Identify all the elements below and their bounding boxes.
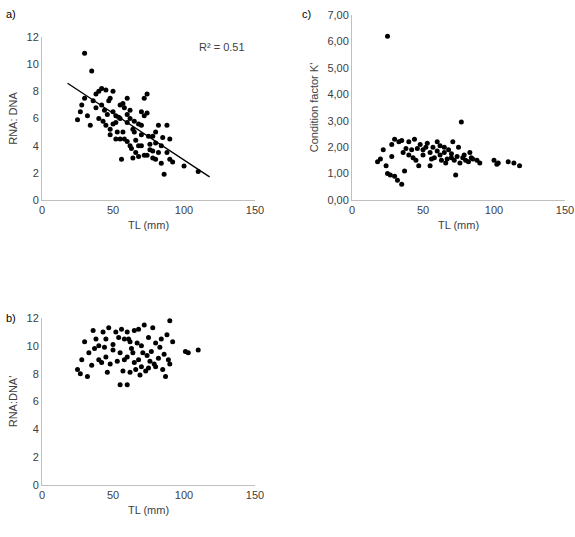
svg-text:12: 12 — [27, 312, 39, 324]
svg-text:1,00: 1,00 — [327, 167, 348, 179]
svg-text:0: 0 — [39, 204, 45, 216]
svg-text:0: 0 — [39, 489, 45, 501]
svg-text:50: 50 — [107, 489, 119, 501]
svg-text:Condition factor K': Condition factor K' — [308, 63, 320, 153]
svg-text:c): c) — [302, 8, 311, 20]
svg-text:2: 2 — [33, 167, 39, 179]
svg-text:150: 150 — [246, 489, 264, 501]
svg-text:4,00: 4,00 — [327, 88, 348, 100]
svg-text:150: 150 — [556, 204, 574, 216]
svg-text:6: 6 — [33, 395, 39, 407]
svg-text:100: 100 — [175, 489, 193, 501]
svg-text:0: 0 — [33, 194, 39, 206]
svg-text:b): b) — [6, 312, 16, 324]
svg-text:50: 50 — [417, 204, 429, 216]
svg-text:RNA: DNA: RNA: DNA — [7, 92, 19, 145]
svg-text:0: 0 — [33, 479, 39, 491]
svg-text:3,00: 3,00 — [327, 115, 348, 127]
svg-text:TL (mm): TL (mm) — [438, 219, 479, 231]
svg-text:2,00: 2,00 — [327, 141, 348, 153]
svg-text:8: 8 — [33, 85, 39, 97]
svg-text:10: 10 — [27, 58, 39, 70]
svg-text:4: 4 — [33, 423, 39, 435]
svg-text:0,00: 0,00 — [327, 194, 348, 206]
svg-text:6,00: 6,00 — [327, 35, 348, 47]
svg-text:TL (mm): TL (mm) — [128, 219, 169, 231]
svg-text:100: 100 — [175, 204, 193, 216]
svg-text:6: 6 — [33, 112, 39, 124]
svg-text:4: 4 — [33, 140, 39, 152]
svg-text:TL (mm): TL (mm) — [128, 504, 169, 516]
svg-text:0: 0 — [349, 204, 355, 216]
svg-text:150: 150 — [246, 204, 264, 216]
svg-text:RNA:DNA': RNA:DNA' — [7, 376, 19, 428]
svg-text:5,00: 5,00 — [327, 62, 348, 74]
svg-text:R² = 0.51: R² = 0.51 — [199, 41, 245, 53]
svg-text:100: 100 — [485, 204, 503, 216]
svg-text:7,00: 7,00 — [327, 9, 348, 21]
svg-text:8: 8 — [33, 368, 39, 380]
svg-text:12: 12 — [27, 31, 39, 43]
svg-text:a): a) — [6, 8, 16, 20]
svg-text:10: 10 — [27, 340, 39, 352]
svg-text:50: 50 — [107, 204, 119, 216]
svg-text:2: 2 — [33, 451, 39, 463]
